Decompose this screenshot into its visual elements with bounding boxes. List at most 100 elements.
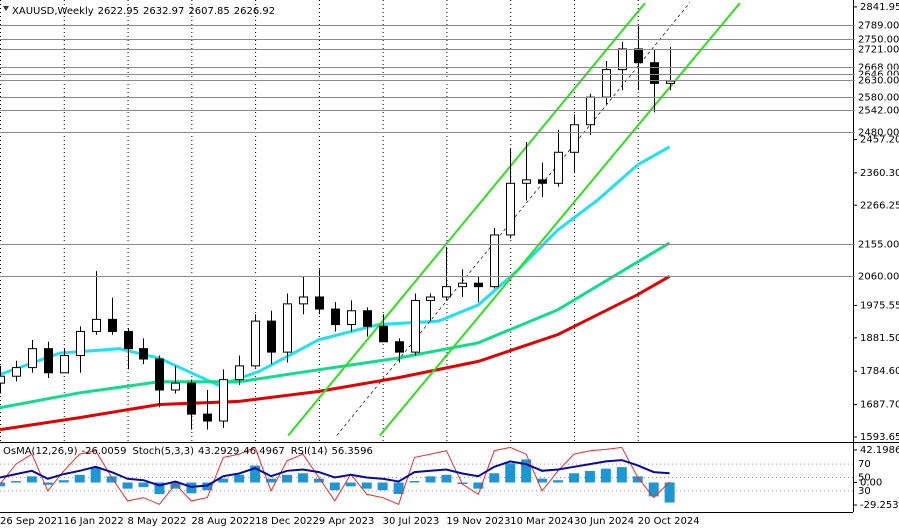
candle-body <box>602 69 611 98</box>
x-tick-label: 19 Nov 2023 <box>446 516 510 527</box>
histogram-bar <box>26 476 37 483</box>
chart-header: XAUUSD,Weekly 2622.95 2632.97 2607.85 2626.9… <box>12 6 275 17</box>
level-label-bg <box>855 127 899 138</box>
y-tick-label: 70 <box>858 459 871 470</box>
level-label: 2580.00 <box>858 93 899 104</box>
level-label-bg <box>855 69 899 80</box>
candle-body <box>363 310 372 327</box>
y-tick-label: 2360.30 <box>860 168 899 179</box>
candle-body <box>442 286 451 298</box>
candle-body <box>12 367 21 377</box>
histogram-bar <box>10 480 21 483</box>
histogram-bar <box>297 473 308 483</box>
histogram-bar <box>74 474 85 483</box>
candle-body <box>458 282 467 288</box>
histogram-bar <box>648 482 659 497</box>
oscillator-pane <box>0 446 853 505</box>
indicator-value: 43.2929 <box>198 446 239 457</box>
level-label: 2480.00 <box>858 128 899 139</box>
y-tick-label: 1687.70 <box>860 400 899 411</box>
symbol-icon <box>3 6 9 11</box>
candle-body <box>28 348 37 369</box>
histogram-bar <box>170 482 181 489</box>
histogram-bar <box>329 482 340 491</box>
channel-line <box>287 2 646 437</box>
y-tick-label: 2266.25 <box>860 200 899 211</box>
candle-body <box>44 348 53 374</box>
y2-tick-label: 42.1986 <box>860 445 899 456</box>
level-label: 2630.00 <box>858 76 899 87</box>
x-tick-label: 18 Dec 2022 <box>255 516 319 527</box>
histogram-bar <box>441 474 452 483</box>
histogram-bar <box>218 478 229 483</box>
x-tick-label: 10 Mar 2024 <box>510 516 573 527</box>
histogram-bar <box>250 465 261 483</box>
candle-body <box>395 341 404 353</box>
histogram-bar <box>313 478 324 483</box>
candle-body <box>219 379 228 422</box>
level-label-bg <box>855 105 899 116</box>
y2-tick-label: 0.00 <box>860 478 882 489</box>
level-label-bg <box>855 239 899 250</box>
candle-body <box>124 330 133 350</box>
level-label-bg <box>855 92 899 103</box>
candle-body <box>187 382 196 415</box>
candle-body <box>331 308 340 326</box>
price-pane <box>0 0 741 441</box>
header-value: 2607.85 <box>188 6 229 17</box>
candle-body <box>171 382 180 391</box>
candle-body <box>139 348 148 360</box>
candle-body <box>251 320 260 367</box>
level-label: 2750.00 <box>858 35 899 46</box>
indicator-line <box>0 459 670 488</box>
histogram-bar <box>377 482 388 491</box>
level-label-bg <box>855 271 899 282</box>
x-tick-label: 30 Jul 2023 <box>383 516 440 527</box>
histogram-bar <box>266 478 277 483</box>
histogram-bar <box>616 467 627 483</box>
histogram-bar <box>553 480 564 483</box>
candle-body <box>618 48 627 71</box>
candle-body <box>235 365 244 381</box>
level-label-bg <box>855 75 899 86</box>
indicator-name: RSI(14) <box>291 446 328 457</box>
candle-body <box>650 62 659 84</box>
y-tick-label: 2457.20 <box>860 134 899 145</box>
level-label: 2542.00 <box>858 106 899 117</box>
x-tick-label: 26 Sep 2021 <box>0 516 63 527</box>
histogram-bar <box>632 476 643 483</box>
histogram-bar <box>154 482 165 495</box>
histogram-bar <box>505 463 516 483</box>
histogram-bar <box>521 459 532 483</box>
candle-body <box>60 355 69 374</box>
histogram-bar <box>138 482 149 488</box>
x-tick-label: 30 Jun 2024 <box>574 516 634 527</box>
candle-body <box>283 303 292 353</box>
indicator-value: 56.3596 <box>331 446 372 457</box>
moving-average <box>0 241 671 410</box>
candle-body <box>0 375 5 384</box>
level-label: 2060.00 <box>858 272 899 283</box>
histogram-bar <box>281 474 292 483</box>
header-value: 2632.97 <box>143 6 184 17</box>
level-label-bg <box>855 44 899 55</box>
histogram-bar <box>122 482 133 489</box>
candle-body <box>666 80 675 84</box>
candle-body <box>92 318 101 332</box>
level-label: 2646.00 <box>858 70 899 81</box>
histogram-bar <box>361 482 372 489</box>
histogram-bar <box>106 476 117 483</box>
y2-tick-label: -29.2538 <box>860 500 899 511</box>
header-value: 2626.92 <box>234 6 275 17</box>
histogram-bar <box>473 482 484 489</box>
candle-body <box>570 124 579 153</box>
level-label: 2155.00 <box>858 240 899 251</box>
level-label: 2789.00 <box>858 21 899 32</box>
indicator-header: OsMA(12,26,9) -26.0059 Stoch(5,3,3) 43.2929… <box>3 446 373 457</box>
x-tick-label: 16 Jan 2022 <box>64 516 124 527</box>
candle-body <box>490 234 499 288</box>
candle-body <box>538 179 547 184</box>
indicator-value: -26.0059 <box>82 446 127 457</box>
